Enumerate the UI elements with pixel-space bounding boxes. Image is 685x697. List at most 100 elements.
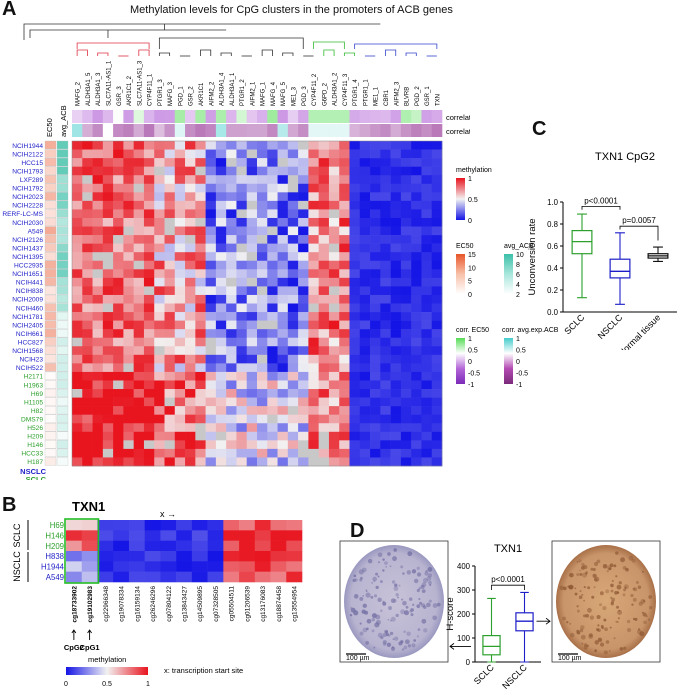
- heatmap-cell: [128, 520, 145, 531]
- heatmap-cell: [318, 406, 330, 415]
- heatmap-cell: [359, 406, 371, 415]
- heatmap-cell: [174, 200, 186, 210]
- probe-label: cg26246296: [150, 586, 157, 622]
- legend-tick: -0.5: [516, 371, 528, 378]
- legend-gradient-bar: [504, 338, 513, 384]
- heatmap-cell: [380, 380, 391, 390]
- heatmap-cell: [390, 209, 402, 219]
- legend-tick: 1: [468, 176, 472, 183]
- heatmap-cell: [277, 346, 289, 356]
- panel-c-letter: C: [532, 118, 547, 140]
- row-label: H146: [45, 532, 64, 541]
- column-label: MAFG_2: [76, 81, 82, 106]
- tissue-sclc-speck: [432, 615, 437, 621]
- heatmap-cell: [133, 200, 145, 210]
- heatmap-cell: [318, 141, 330, 150]
- heatmap-cell: [82, 397, 93, 407]
- heatmap-cell: [287, 448, 299, 458]
- tissue-nsclc-speck: [615, 575, 618, 578]
- tissue-sclc-speck: [423, 628, 428, 633]
- heatmap-cell: [185, 158, 196, 167]
- heatmap-cell: [226, 371, 237, 381]
- heatmap-cell: [92, 226, 104, 236]
- heatmap-cell: [267, 457, 278, 467]
- heatmap-cell: [328, 166, 340, 176]
- heatmap-cell: [92, 423, 104, 433]
- heatmap-cell: [154, 431, 165, 441]
- heatmap-cell: [226, 192, 237, 202]
- heatmap-cell: [380, 440, 391, 450]
- heatmap-cell: [431, 320, 443, 330]
- tissue-nsclc-speck: [579, 573, 583, 576]
- legend-tick: 0: [516, 359, 520, 366]
- heatmap-cell: [359, 457, 371, 467]
- heatmap-cell: [328, 286, 340, 296]
- heatmap-cell: [411, 209, 422, 219]
- heatmap-cell: [390, 457, 402, 467]
- heatmap-cell: [277, 423, 289, 433]
- tissue-sclc-speck: [407, 644, 412, 648]
- heatmap-cell: [215, 303, 227, 313]
- heatmap-cell: [205, 235, 217, 244]
- heatmap-cell: [143, 217, 155, 227]
- heatmap-cell: [431, 149, 443, 159]
- heatmap-cell: [277, 406, 289, 415]
- heatmap-cell: [359, 252, 371, 262]
- heatmap-cell: [257, 166, 268, 176]
- corr-avg-cell: [277, 124, 289, 137]
- heatmap-cell: [298, 389, 309, 398]
- heatmap-cell: [257, 337, 268, 347]
- heatmap-cell: [133, 337, 145, 347]
- heatmap-cell: [123, 457, 134, 467]
- dendro-branch: [76, 42, 150, 49]
- column-label: MAFG_3: [168, 81, 174, 106]
- heatmap-cell: [215, 294, 227, 304]
- heatmap-cell: [431, 346, 443, 356]
- heatmap-cell: [298, 235, 309, 244]
- tissue-sclc-speck: [372, 576, 377, 582]
- heatmap-cell: [102, 303, 114, 313]
- tissue-sclc-speck: [405, 605, 409, 609]
- heatmap-cell: [133, 303, 145, 313]
- heatmap-cell: [82, 235, 93, 244]
- heatmap-cell: [154, 158, 165, 167]
- column-label: PTGR1_3: [158, 79, 164, 106]
- heatmap-cell: [185, 371, 196, 381]
- heatmap-cell: [113, 303, 124, 313]
- heatmap-cell: [82, 226, 93, 236]
- heatmap-cell: [298, 363, 309, 373]
- heatmap-cell: [82, 457, 93, 467]
- heatmap-cell: [257, 320, 268, 330]
- heatmap-cell: [318, 243, 330, 253]
- heatmap-cell: [328, 303, 340, 313]
- heatmap-cell: [400, 175, 412, 185]
- p-value: p<0.0001: [491, 575, 525, 584]
- corr-ec50-cell: [154, 110, 165, 123]
- heatmap-cell: [195, 269, 206, 279]
- heatmap-cell: [143, 235, 155, 244]
- heatmap-cell: [349, 175, 361, 185]
- ec50-cell: [44, 380, 57, 389]
- heatmap-cell: [102, 312, 114, 321]
- tissue-sclc-speck: [408, 597, 413, 601]
- heatmap-cell: [349, 141, 361, 150]
- heatmap-cell: [226, 431, 237, 441]
- corr-ec50-cell: [308, 110, 319, 123]
- heatmap-cell: [349, 312, 361, 321]
- tissue-nsclc-speck: [596, 615, 601, 620]
- heatmap-cell: [164, 260, 176, 270]
- heatmap-cell: [359, 243, 371, 253]
- heatmap-cell: [215, 380, 227, 390]
- legend-tick: 10: [468, 265, 476, 272]
- tissue-sclc-speck: [402, 572, 405, 575]
- heatmap-cell: [195, 389, 206, 398]
- avg-acb-cell: [56, 405, 69, 415]
- heatmap-cell: [236, 286, 248, 296]
- heatmap-cell: [349, 286, 361, 296]
- heatmap-cell: [154, 329, 165, 339]
- heatmap-cell: [226, 277, 237, 287]
- heatmap-cell: [154, 175, 165, 185]
- heatmap-cell: [123, 440, 134, 450]
- heatmap-cell: [298, 312, 309, 321]
- tissue-sclc-speck: [418, 587, 421, 590]
